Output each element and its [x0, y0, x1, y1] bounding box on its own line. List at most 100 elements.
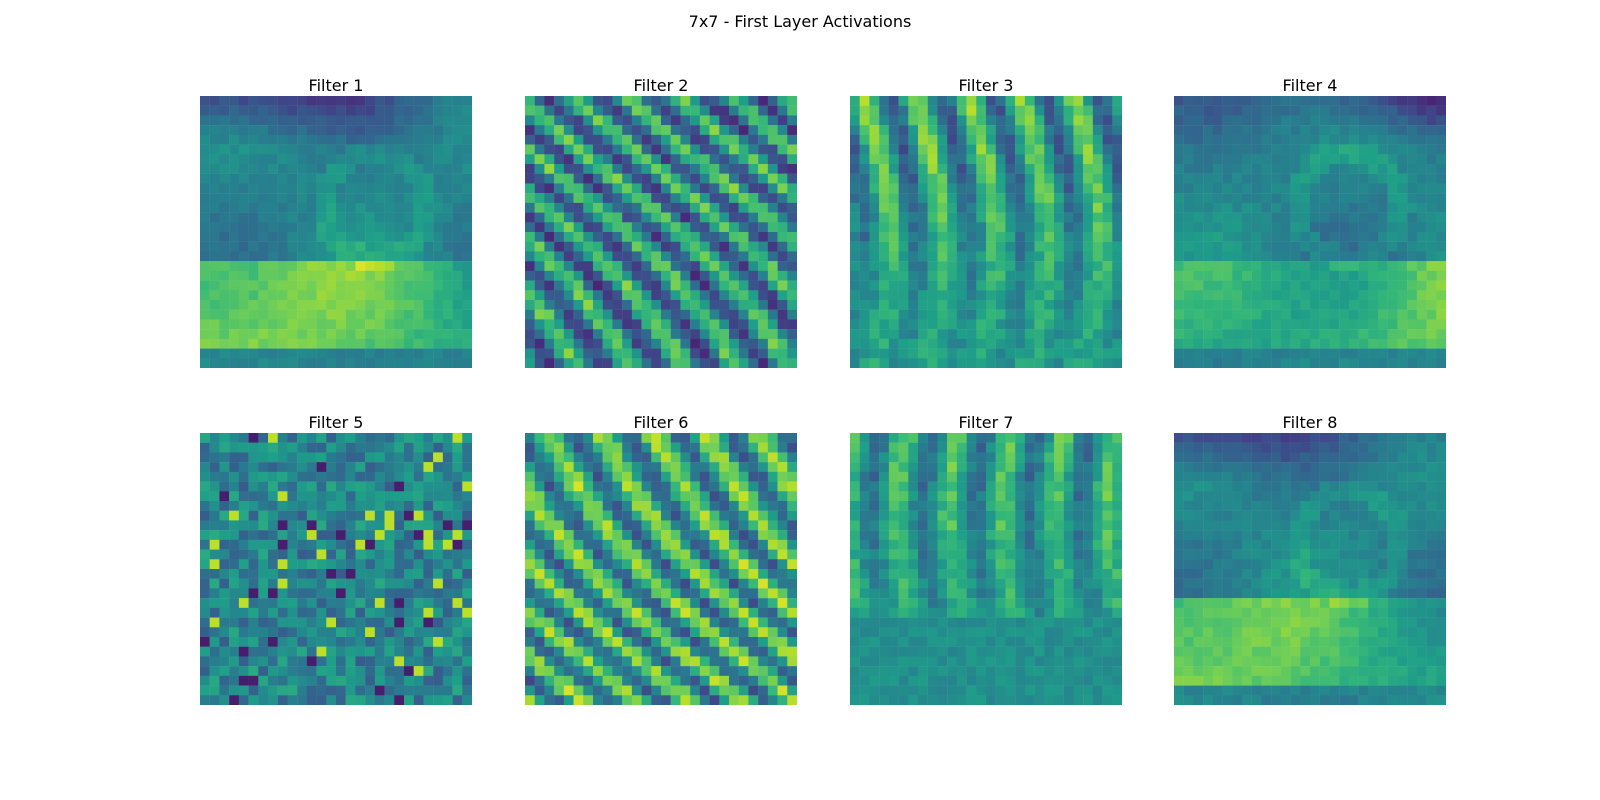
- heatmap-cell: [690, 442, 701, 453]
- heatmap-cell: [670, 433, 681, 443]
- heatmap-cell: [767, 578, 778, 589]
- heatmap-cell: [525, 539, 535, 550]
- heatmap-cell: [583, 105, 594, 116]
- heatmap-cell: [602, 134, 613, 145]
- heatmap-cell: [1034, 212, 1045, 223]
- heatmap-cell: [544, 646, 555, 657]
- heatmap-cell: [1397, 105, 1408, 116]
- heatmap-cell: [1300, 144, 1311, 155]
- heatmap-cell: [709, 481, 720, 492]
- heatmap-cell: [709, 125, 720, 136]
- heatmap-cell: [238, 695, 249, 705]
- heatmap-cell: [209, 290, 220, 301]
- heatmap-cell: [709, 637, 720, 647]
- heatmap-cell: [287, 290, 298, 301]
- heatmap-cell: [767, 481, 778, 492]
- heatmap-cell: [209, 164, 220, 174]
- heatmap-cell: [287, 433, 298, 443]
- heatmap-cell: [1251, 193, 1262, 204]
- heatmap-cell: [956, 442, 967, 453]
- heatmap-cell: [888, 290, 899, 301]
- heatmap-cell: [544, 251, 555, 262]
- heatmap-cell: [297, 685, 308, 696]
- heatmap-cell: [563, 183, 574, 194]
- heatmap-cell: [1407, 115, 1418, 126]
- heatmap-cell: [995, 510, 1006, 521]
- heatmap-cell: [869, 319, 880, 330]
- heatmap-cell: [1112, 471, 1122, 482]
- heatmap-cell: [374, 607, 385, 618]
- heatmap-cell: [326, 309, 337, 320]
- heatmap-cell: [525, 115, 535, 126]
- heatmap-cell: [593, 578, 603, 589]
- heatmap-cell: [1387, 280, 1398, 291]
- heatmap-cell: [554, 695, 565, 705]
- heatmap-cell: [709, 164, 720, 174]
- heatmap-cell: [336, 637, 346, 647]
- heatmap-cell: [384, 627, 395, 638]
- heatmap-cell: [593, 510, 603, 521]
- heatmap-cell: [777, 569, 788, 579]
- heatmap-cell: [927, 501, 938, 511]
- heatmap-cell: [554, 232, 565, 242]
- heatmap-cell: [1387, 202, 1398, 213]
- heatmap-cell: [423, 222, 434, 233]
- heatmap-cell: [690, 338, 701, 349]
- heatmap-cell: [1348, 134, 1359, 145]
- heatmap-cell: [1073, 358, 1084, 368]
- heatmap-cell: [306, 656, 317, 667]
- heatmap-cell: [1426, 319, 1437, 330]
- heatmap-cell: [248, 270, 259, 281]
- heatmap-cell: [709, 433, 720, 443]
- heatmap-cell: [937, 290, 948, 301]
- heatmap-cell: [1251, 251, 1262, 262]
- heatmap-cell: [661, 539, 671, 550]
- heatmap-cell: [1024, 290, 1035, 301]
- heatmap-cell: [573, 319, 584, 330]
- heatmap-cell: [947, 290, 958, 301]
- heatmap-cell: [908, 319, 919, 330]
- heatmap-cell: [297, 125, 308, 136]
- heatmap-cell: [612, 433, 623, 443]
- heatmap-cell: [986, 520, 996, 531]
- heatmap-cell: [277, 675, 288, 686]
- heatmap-cell: [525, 222, 535, 233]
- heatmap-cell: [602, 569, 613, 579]
- heatmap-cell: [326, 539, 337, 550]
- heatmap-cell: [1044, 491, 1055, 502]
- heatmap-cell: [229, 617, 240, 628]
- heatmap-cell: [200, 607, 210, 618]
- heatmap-cell: [238, 452, 249, 463]
- heatmap-cell: [661, 329, 671, 340]
- heatmap-cell: [433, 675, 444, 686]
- heatmap-cell: [1339, 358, 1350, 368]
- heatmap-cell: [758, 115, 769, 126]
- heatmap-cell: [888, 164, 899, 174]
- heatmap-cell: [641, 319, 652, 330]
- heatmap-cell: [1183, 329, 1194, 340]
- heatmap-cell: [1203, 319, 1214, 330]
- heatmap-cell: [593, 125, 603, 136]
- heatmap-cell: [612, 491, 623, 502]
- heatmap-cell: [563, 300, 574, 310]
- heatmap-cell: [850, 471, 860, 482]
- heatmap-cell: [413, 471, 424, 482]
- heatmap-cell: [374, 232, 385, 242]
- heatmap-cell: [859, 270, 870, 281]
- heatmap-cell: [593, 539, 603, 550]
- heatmap-cell: [631, 501, 642, 511]
- heatmap-cell: [602, 637, 613, 647]
- heatmap-cell: [738, 481, 749, 492]
- heatmap-cell: [326, 115, 337, 126]
- heatmap-cell: [709, 530, 720, 541]
- heatmap-cell: [869, 154, 880, 165]
- heatmap-cell: [602, 685, 613, 696]
- heatmap-cell: [1024, 300, 1035, 310]
- heatmap-cell: [219, 309, 230, 320]
- heatmap-cell: [1034, 510, 1045, 521]
- heatmap-cell: [1054, 481, 1064, 492]
- heatmap-cell: [661, 481, 671, 492]
- heatmap-cell: [423, 261, 434, 272]
- heatmap-cell: [297, 202, 308, 213]
- heatmap-cell: [758, 251, 769, 262]
